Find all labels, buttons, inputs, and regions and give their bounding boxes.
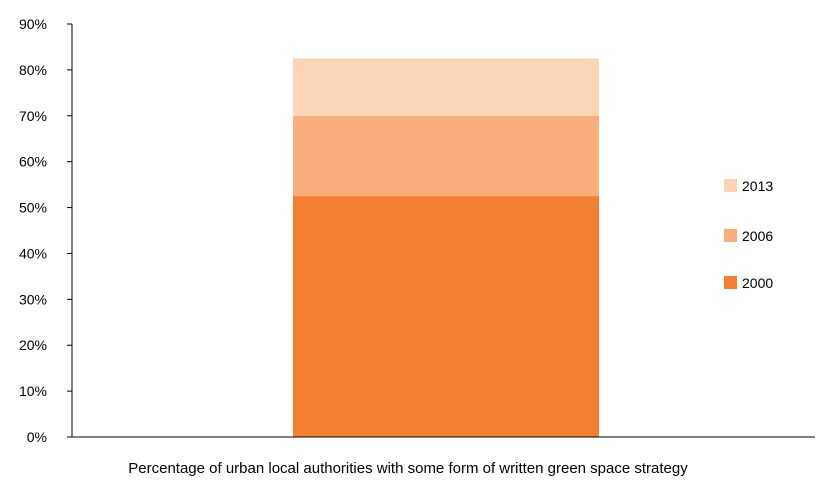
legend-item-2013: 2013	[724, 178, 773, 194]
bar-segment-2000	[293, 196, 599, 437]
y-tick-label: 90%	[19, 16, 47, 32]
y-tick-label: 10%	[19, 383, 47, 399]
y-tick-label: 30%	[19, 291, 47, 307]
y-tick-label: 0%	[27, 429, 47, 445]
legend-item-2006: 2006	[724, 228, 773, 244]
bar-segment-2013	[293, 58, 599, 116]
legend-label: 2013	[742, 178, 773, 194]
legend-item-2000: 2000	[724, 275, 773, 291]
legend-swatch	[724, 229, 737, 242]
y-tick-label: 70%	[19, 108, 47, 124]
legend-swatch	[724, 276, 737, 289]
bars-group	[293, 58, 599, 437]
axes-group: 0% 10% 20% 30% 40% 50% 60% 70% 80% 90% Percentage …	[19, 16, 815, 477]
legend-label: 2000	[742, 275, 773, 291]
y-tick-label: 20%	[19, 337, 47, 353]
category-label: Percentage of urban local authorities wi…	[128, 460, 688, 477]
y-tick-label: 80%	[19, 62, 47, 78]
y-tick-label: 40%	[19, 245, 47, 261]
bar-segment-2006	[293, 115, 599, 197]
y-tick-label: 60%	[19, 154, 47, 170]
legend-label: 2006	[742, 228, 773, 244]
y-tick-label: 50%	[19, 200, 47, 216]
legend: 2013 2006 2000	[724, 178, 773, 291]
legend-swatch	[724, 179, 737, 192]
